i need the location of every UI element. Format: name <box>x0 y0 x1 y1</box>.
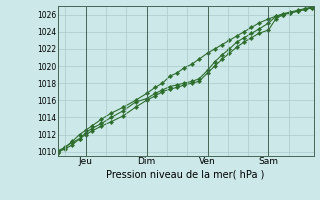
X-axis label: Pression niveau de la mer( hPa ): Pression niveau de la mer( hPa ) <box>107 169 265 179</box>
